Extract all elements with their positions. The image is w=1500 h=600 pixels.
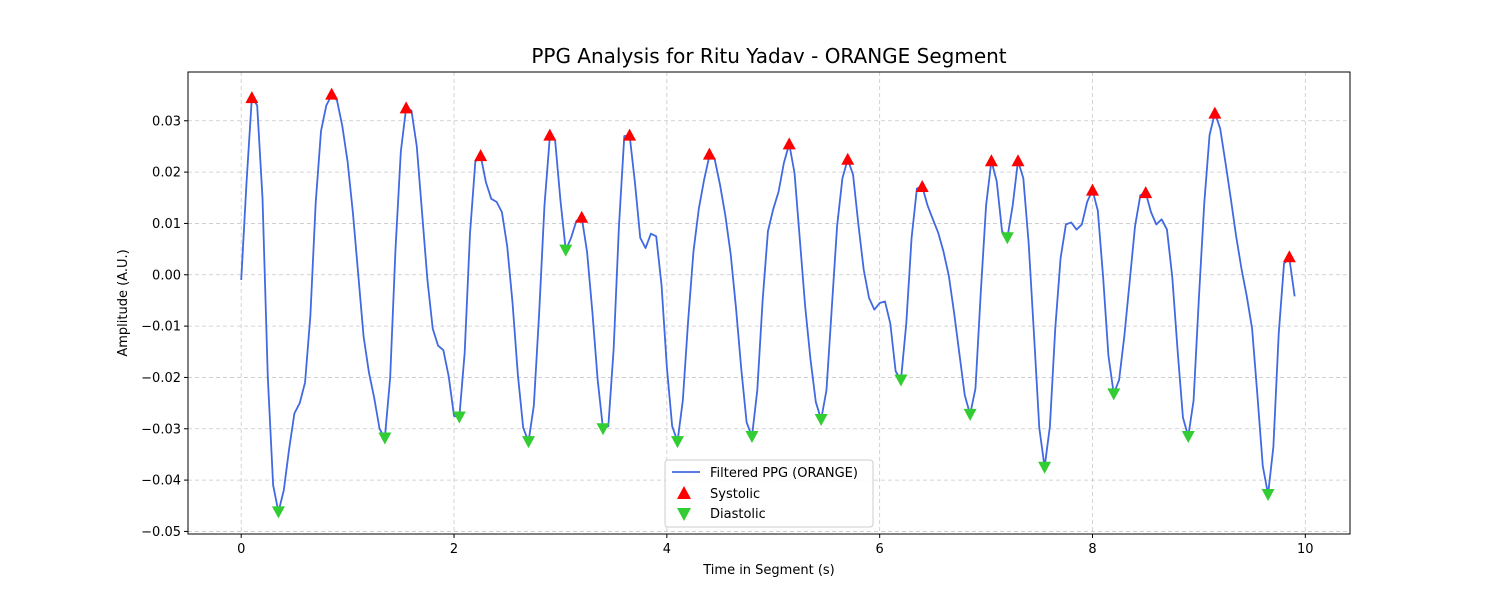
ppg-signal-line bbox=[240, 94, 1296, 513]
systolic-marker bbox=[623, 128, 637, 141]
systolic-marker bbox=[474, 149, 488, 162]
x-tick-label: 4 bbox=[663, 542, 671, 557]
y-tick-label: 0.03 bbox=[152, 114, 181, 129]
systolic-marker bbox=[841, 152, 855, 165]
systolic-marker bbox=[702, 147, 716, 160]
legend: Filtered PPG (ORANGE) Systolic Diastolic bbox=[664, 459, 874, 528]
diastolic-marker bbox=[745, 430, 759, 443]
systolic-marker bbox=[1011, 154, 1025, 167]
diastolic-marker bbox=[894, 374, 908, 387]
systolic-marker bbox=[543, 128, 557, 141]
systolic-marker bbox=[915, 179, 929, 192]
systolic-marker bbox=[325, 87, 339, 100]
diastolic-marker bbox=[596, 423, 610, 436]
y-tick-label: −0.02 bbox=[141, 371, 181, 386]
diastolic-marker bbox=[670, 436, 684, 449]
x-tick-label: 8 bbox=[1088, 542, 1096, 557]
diastolic-marker bbox=[522, 436, 536, 449]
chart-title: PPG Analysis for Ritu Yadav - ORANGE Seg… bbox=[531, 44, 1006, 68]
legend-label-ppg: Filtered PPG (ORANGE) bbox=[710, 466, 858, 481]
systolic-marker bbox=[1208, 106, 1222, 119]
plot-frame bbox=[187, 71, 1351, 535]
diastolic-marker bbox=[1038, 461, 1052, 474]
x-tick-label: 6 bbox=[876, 542, 884, 557]
y-tick-label: 0.01 bbox=[152, 217, 181, 232]
x-axis-label: Time in Segment (s) bbox=[702, 563, 834, 578]
systolic-marker bbox=[782, 137, 796, 150]
systolic-marker bbox=[1085, 183, 1099, 196]
y-tick-label: 0.00 bbox=[152, 268, 181, 283]
diastolic-marker bbox=[1181, 430, 1195, 443]
x-tick-label: 2 bbox=[450, 542, 458, 557]
y-tick-label: 0.02 bbox=[152, 166, 181, 181]
systolic-marker bbox=[984, 154, 998, 167]
legend-systolic-marker bbox=[677, 486, 691, 499]
diastolic-marker bbox=[1000, 232, 1014, 245]
diastolic-marker bbox=[452, 411, 466, 424]
systolic-marker bbox=[1139, 186, 1153, 199]
legend-label-systolic: Systolic bbox=[710, 487, 760, 502]
x-tick-label: 0 bbox=[237, 542, 245, 557]
legend-box bbox=[664, 459, 874, 528]
y-tick-label: −0.01 bbox=[141, 320, 181, 335]
y-tick-label: −0.05 bbox=[141, 525, 181, 540]
diastolic-marker bbox=[1261, 488, 1275, 501]
systolic-marker bbox=[1282, 250, 1296, 263]
systolic-marker bbox=[399, 101, 413, 114]
y-axis-label: Amplitude (A.U.) bbox=[116, 249, 131, 356]
diastolic-marker bbox=[271, 506, 285, 519]
y-axis: −0.05 −0.04 −0.03 −0.02 −0.01 0.00 0.01 0.02 0.0… bbox=[141, 114, 188, 540]
legend-diastolic-marker bbox=[677, 508, 691, 521]
diastolic-marker bbox=[1107, 388, 1121, 401]
y-tick-label: −0.03 bbox=[141, 422, 181, 437]
systolic-marker bbox=[575, 210, 589, 223]
x-axis: 0 2 4 6 8 10 bbox=[237, 534, 1314, 557]
diastolic-marker bbox=[378, 432, 392, 445]
diastolic-marker bbox=[559, 244, 573, 257]
y-tick-label: −0.04 bbox=[141, 474, 181, 489]
x-tick-label: 10 bbox=[1297, 542, 1314, 557]
systolic-marker bbox=[245, 91, 259, 104]
diastolic-marker bbox=[963, 408, 977, 421]
diastolic-marker bbox=[814, 414, 828, 427]
legend-label-diastolic: Diastolic bbox=[710, 507, 766, 522]
plot-series bbox=[240, 87, 1296, 519]
